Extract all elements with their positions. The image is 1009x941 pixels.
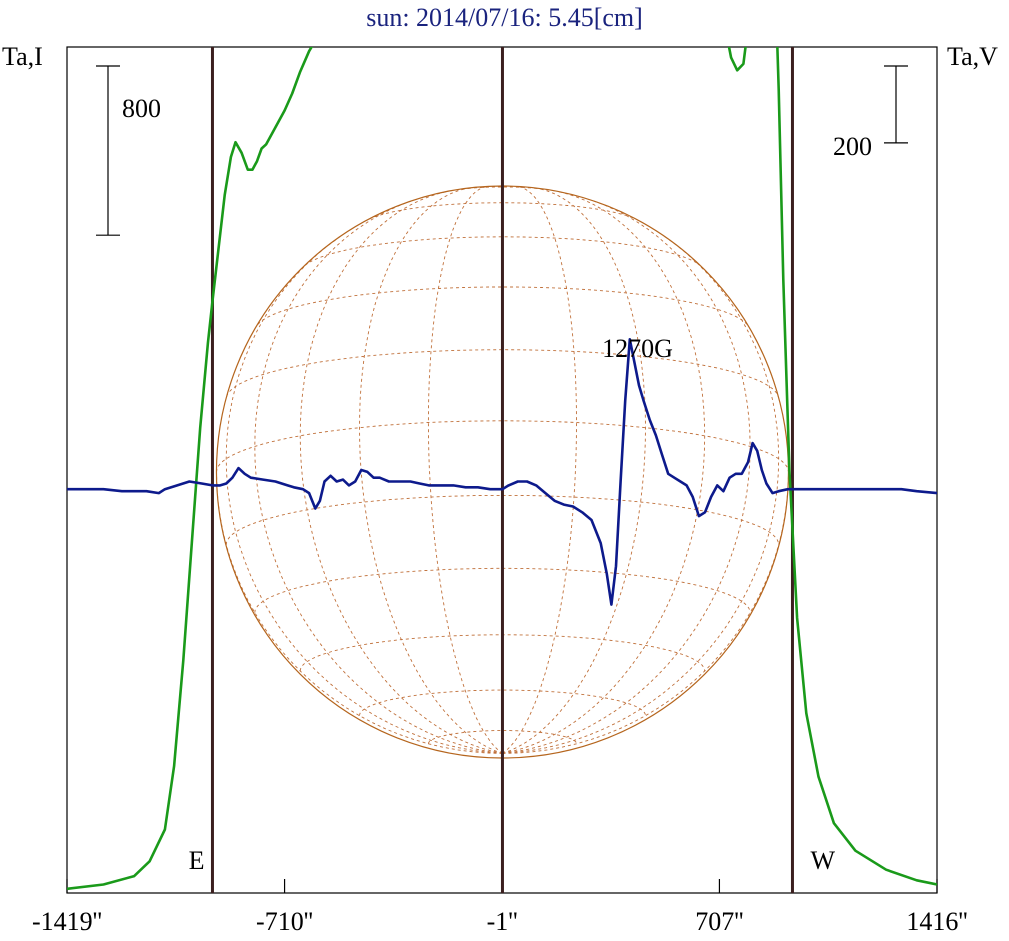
x-tick-label: 1416'' [906, 907, 968, 936]
solar-parallel [257, 286, 748, 325]
solar-meridian [225, 236, 503, 754]
right-scale-bar-label: 200 [833, 132, 872, 161]
solar-meridian [299, 190, 503, 754]
solar-meridian [502, 190, 706, 754]
solar-meridian [359, 187, 503, 754]
solar-meridian [502, 236, 780, 754]
solar-meridian [502, 471, 789, 754]
solar-meridian [502, 199, 751, 754]
solar-meridian [427, 186, 503, 754]
x-tick-label: -710'' [256, 907, 314, 936]
scale-bars [96, 65, 908, 236]
series-line-i [67, 47, 937, 891]
x-tick-label: -1419'' [31, 907, 103, 936]
solar-parallel [226, 349, 779, 397]
right-axis-label: Ta,V [947, 42, 998, 71]
solar-meridian [502, 186, 577, 754]
solar-meridian [502, 187, 646, 754]
solar-parallel [427, 730, 577, 744]
left-scale-bar-label: 800 [122, 94, 161, 123]
left-axis-label: Ta,I [2, 42, 43, 71]
series-lines [67, 47, 937, 891]
limb-marker-label: E [188, 846, 205, 875]
solar-meridian [216, 471, 503, 754]
solar-meridian [254, 199, 503, 754]
chart-title: sun: 2014/07/16: 5.45[cm] [366, 3, 643, 32]
x-tick-label: 707'' [695, 907, 744, 936]
solar-parallel [359, 689, 646, 716]
solar-parallel [216, 420, 789, 473]
x-tick-label: -1'' [486, 907, 518, 936]
series-line-v [67, 338, 937, 606]
solar-parallel [304, 236, 701, 266]
solar-parallel [368, 202, 637, 220]
limb-marker-label: W [810, 846, 835, 875]
solar-parallel [225, 494, 780, 545]
annotation-label: 1270G [602, 334, 673, 364]
limb-markers [210, 47, 794, 893]
